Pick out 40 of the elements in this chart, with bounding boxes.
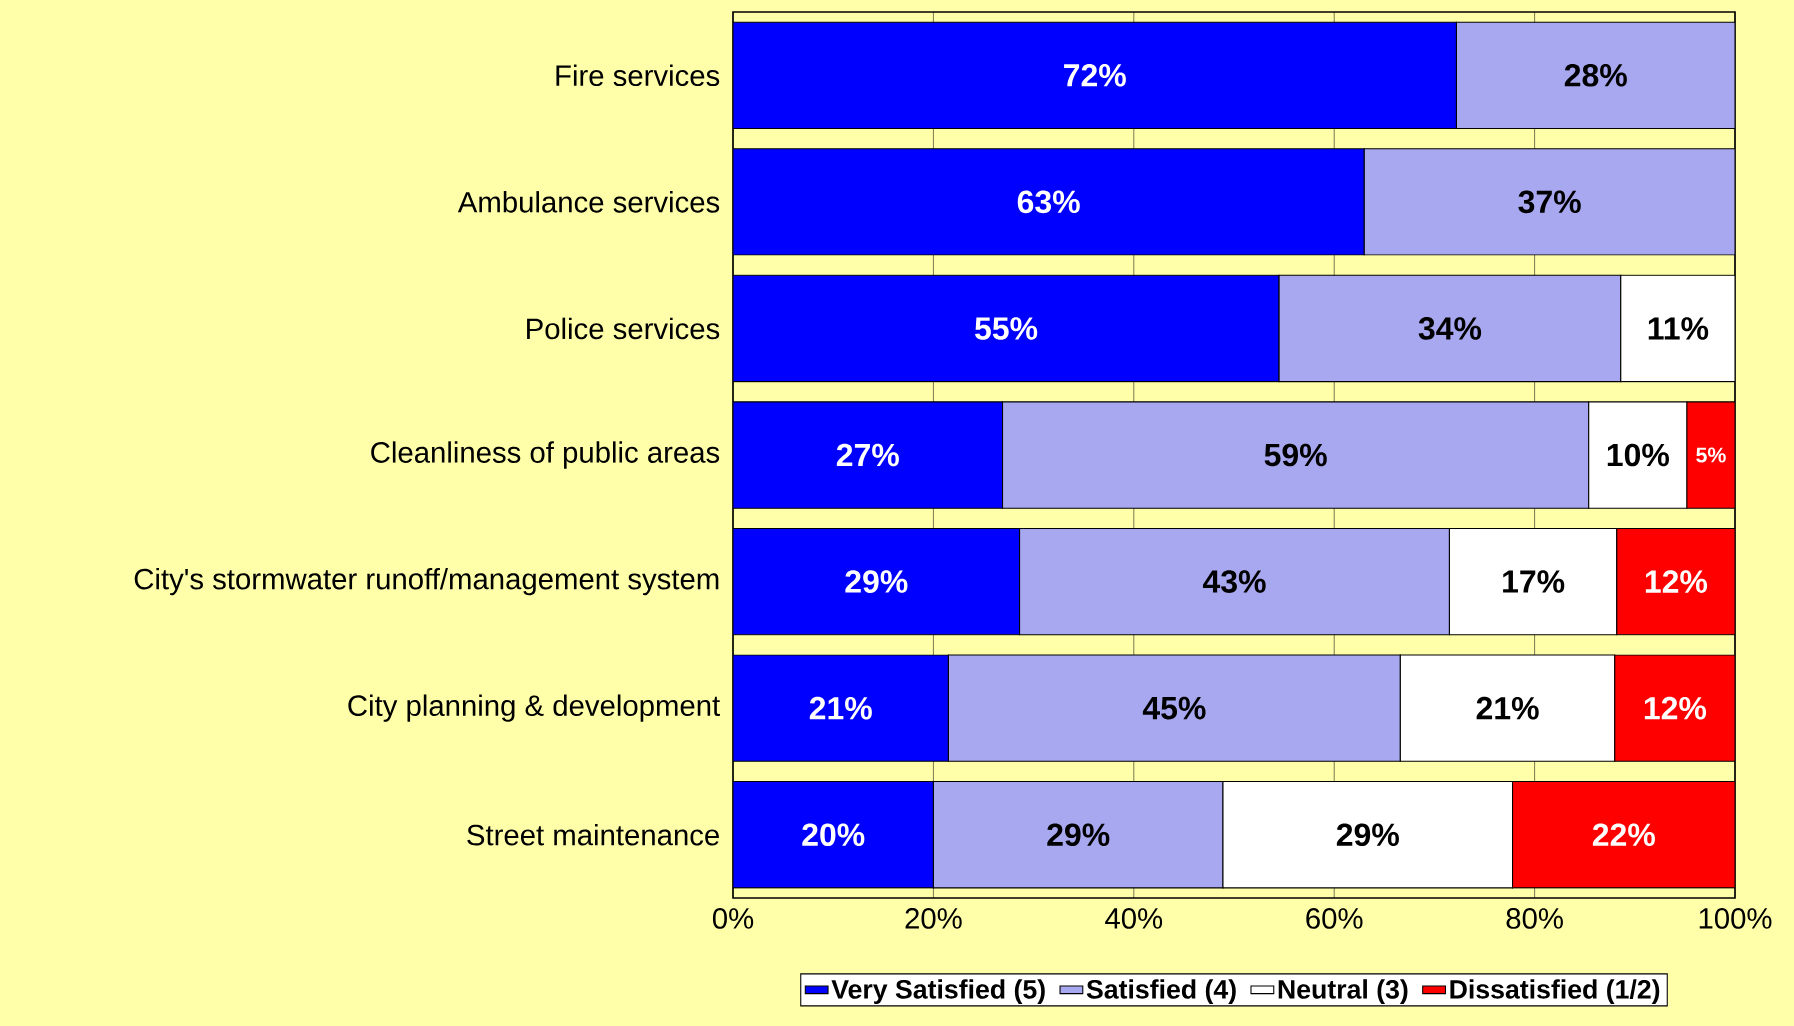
x-tick-label: 60%: [1306, 908, 1363, 929]
data-label: 37%: [1518, 190, 1581, 214]
x-tick-label: 100%: [1699, 908, 1772, 929]
x-tick-label: 0%: [712, 908, 754, 929]
y-tick-label: City planning & development: [348, 694, 720, 722]
y-tick-label: City's stormwater runoff/management system: [134, 567, 719, 596]
data-label: 63%: [1017, 190, 1080, 214]
y-tick-label: Cleanliness of public areas: [371, 441, 720, 469]
y-tick-label: Fire services: [556, 64, 720, 87]
data-label: 28%: [1564, 63, 1627, 87]
data-label: 20%: [802, 823, 865, 847]
legend-label: Very Satisfied (5): [831, 979, 1045, 1005]
data-label: 43%: [1202, 570, 1266, 593]
data-label: 21%: [1476, 696, 1539, 720]
data-label: 29%: [845, 570, 908, 593]
data-label: 59%: [1264, 443, 1327, 467]
data-label: 17%: [1503, 570, 1565, 593]
data-label: 11%: [1648, 317, 1709, 340]
x-tick-label: 20%: [905, 908, 962, 929]
x-tick-label: 80%: [1506, 908, 1563, 929]
x-tick-label: 40%: [1105, 908, 1163, 929]
y-tick-label: Street maintenance: [467, 823, 719, 846]
legend-label: Dissatisfied (1/2): [1450, 979, 1660, 1005]
data-label: 29%: [1047, 823, 1110, 847]
data-label: 12%: [1644, 696, 1707, 720]
y-tick-label: Ambulance services: [457, 191, 720, 213]
data-label: 22%: [1592, 823, 1655, 847]
y-tick-label: Police services: [527, 317, 720, 340]
data-label: 10%: [1607, 443, 1669, 467]
data-label: 21%: [809, 696, 872, 720]
data-label: 12%: [1645, 570, 1708, 593]
data-label: 72%: [1064, 64, 1126, 87]
data-label: 27%: [836, 443, 899, 467]
data-label: 45%: [1142, 696, 1206, 720]
legend-label: Neutral (3): [1278, 979, 1408, 1005]
data-label: 29%: [1336, 823, 1399, 847]
data-label: 5%: [1696, 447, 1726, 463]
legend-label: Satisfied (4): [1086, 979, 1236, 1005]
data-label: 34%: [1418, 317, 1482, 340]
data-label: 55%: [975, 317, 1038, 340]
